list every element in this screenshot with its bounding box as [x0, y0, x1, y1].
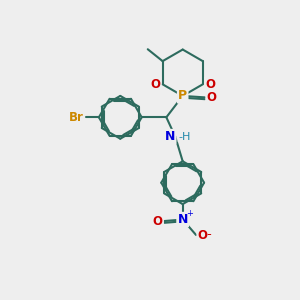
Text: O: O: [205, 78, 215, 91]
Text: N: N: [178, 213, 188, 226]
Text: O: O: [206, 91, 217, 104]
Text: N: N: [165, 130, 175, 143]
Text: -: -: [206, 229, 211, 242]
Text: O: O: [153, 214, 163, 227]
Text: +: +: [186, 208, 193, 217]
Text: O: O: [150, 78, 160, 91]
Text: O: O: [198, 229, 208, 242]
Text: P: P: [178, 89, 187, 102]
Text: -H: -H: [178, 132, 190, 142]
Text: Br: Br: [69, 111, 84, 124]
